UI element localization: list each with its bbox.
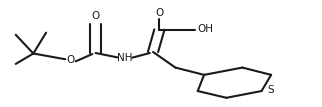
Text: S: S bbox=[268, 85, 274, 95]
Text: NH: NH bbox=[117, 53, 132, 63]
Text: OH: OH bbox=[198, 24, 214, 34]
Text: O: O bbox=[91, 11, 100, 21]
Text: O: O bbox=[66, 55, 74, 65]
Text: O: O bbox=[155, 8, 164, 18]
